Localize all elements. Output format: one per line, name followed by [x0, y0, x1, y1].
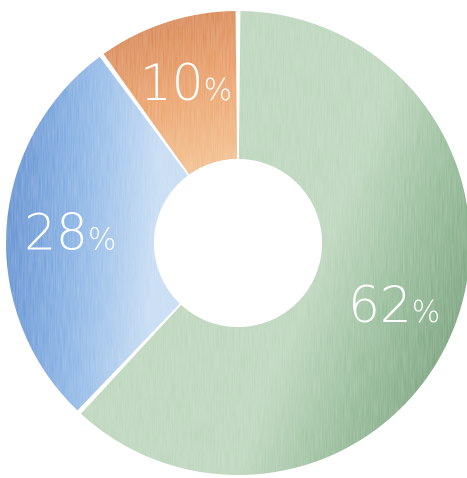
- donut-hole: [154, 159, 322, 327]
- slice-label-1: 28%: [24, 203, 116, 261]
- slice-label-0: 62%: [348, 276, 440, 334]
- slice-label-2: 10%: [140, 54, 232, 112]
- chart-labels: 62% 28% 10%: [24, 54, 440, 334]
- slice-2: [103, 11, 238, 175]
- slice-0: [80, 11, 467, 475]
- slice-1: [6, 56, 188, 411]
- chart-slices: [6, 11, 467, 475]
